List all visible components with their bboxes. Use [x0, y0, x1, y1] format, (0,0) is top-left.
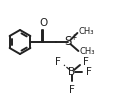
Text: F: F: [82, 57, 88, 67]
Text: B: B: [68, 67, 75, 77]
Text: CH₃: CH₃: [78, 28, 93, 37]
Text: O: O: [39, 18, 47, 28]
Text: F: F: [55, 57, 60, 67]
Text: F: F: [85, 67, 91, 77]
Text: CH₃: CH₃: [79, 48, 94, 57]
Text: S: S: [64, 35, 71, 48]
Text: F: F: [68, 85, 74, 95]
Text: +: +: [70, 33, 76, 43]
